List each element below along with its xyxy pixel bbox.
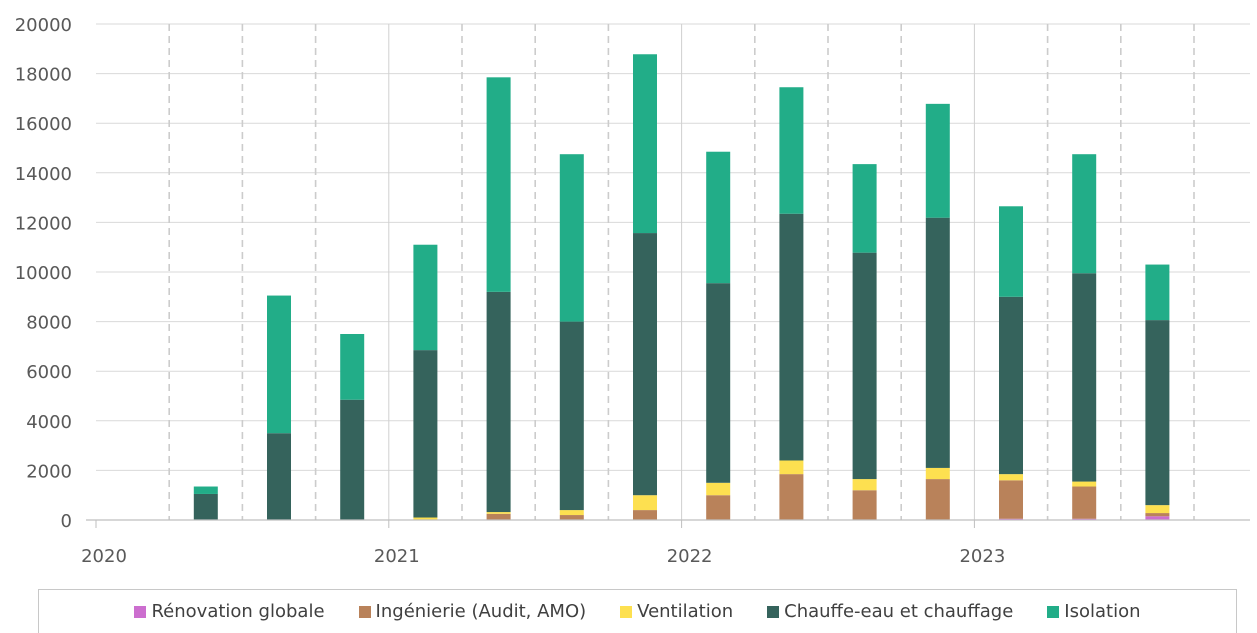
y-tick-label: 18000 [15,65,72,86]
bar-segment [413,517,438,520]
y-tick-label: 20000 [15,15,72,36]
y-tick-label: 8000 [26,313,72,334]
bar-segment [779,213,804,461]
legend-swatch [620,605,633,618]
y-tick-label: 0 [61,511,72,532]
legend-item: Isolation [1047,601,1141,622]
bar-segment [633,233,657,496]
bar-segment [267,295,291,434]
bar-segment [852,252,877,480]
bar-segment [1145,505,1170,514]
bar-segment [925,103,950,218]
legend-label: Ingénierie (Audit, AMO) [375,601,587,622]
bar-segment [779,460,804,475]
bar-segment [486,513,511,520]
bar-segment [340,334,365,400]
bar-segment [633,495,657,511]
bar-segment [999,296,1023,475]
chart-svg: 0 2000 4000 6000 8000 10000 12000 14000 16000 180… [15,15,1250,567]
legend: Rénovation globale Ingénierie (Audit, AMO… [38,589,1237,633]
bar-segment [925,467,950,480]
bar-segment [1072,154,1097,274]
legend-swatch [358,605,371,618]
x-tick-label: 2022 [667,546,713,567]
bar-segment [1072,481,1097,487]
bars [193,54,1170,520]
bar-segment [193,486,218,494]
bar-segment [999,206,1023,297]
bar-segment [779,87,804,214]
bar-segment [1072,486,1097,519]
legend-label: Isolation [1064,601,1141,622]
bar-segment [779,474,804,520]
bar-segment [1072,518,1097,520]
bar-segment [1072,273,1097,482]
bar-segment [559,154,584,322]
bar-segment [852,479,877,491]
bar-segment [925,217,950,468]
bar-segment [1145,264,1170,321]
legend-item: Ingénierie (Audit, AMO) [358,601,587,622]
y-tick-label: 14000 [15,164,72,185]
legend-swatch [767,605,780,618]
axes: 0 2000 4000 6000 8000 10000 12000 14000 16000 180… [15,15,1250,567]
bar-segment [486,512,511,514]
bar-segment [999,474,1023,481]
legend-item: Ventilation [620,601,733,622]
y-tick-label: 12000 [15,213,72,234]
bar-segment [193,493,218,520]
y-tick-label: 6000 [26,362,72,383]
grid [96,23,1250,520]
bar-segment [999,480,1023,519]
bar-segment [486,291,511,513]
legend-label: Chauffe-eau et chauffage [784,601,1014,622]
y-tick-label: 16000 [15,114,72,135]
y-tick-label: 4000 [26,412,72,433]
bar-segment [852,490,877,520]
bar-segment [1145,516,1170,520]
legend-item: Rénovation globale [134,601,325,622]
legend-item: Chauffe-eau et chauffage [767,601,1013,622]
bar-segment [486,77,511,292]
bar-segment [267,433,291,520]
bar-segment [559,321,584,511]
bar-segment [925,479,950,520]
bar-segment [633,510,657,520]
x-tick-label: 2023 [959,546,1005,567]
legend-swatch [1047,605,1060,618]
bar-segment [559,510,584,516]
bar-segment [633,54,657,234]
bar-segment [559,515,584,520]
legend-swatch [134,605,147,618]
y-tick-label: 2000 [26,461,72,482]
bar-segment [1145,320,1170,506]
legend-label: Rénovation globale [151,601,325,622]
bar-segment [413,244,438,351]
bar-segment [706,283,731,483]
bar-segment [999,518,1023,520]
y-tick-label: 10000 [15,263,72,284]
bar-segment [1145,513,1170,517]
x-tick-label: 2020 [81,546,127,567]
bar-segment [852,164,877,253]
bar-segment [706,151,731,284]
legend-label: Ventilation [637,601,734,622]
bar-segment [706,482,731,496]
bar-segment [706,495,731,520]
x-tick-label: 2021 [374,546,420,567]
bar-segment [413,350,438,518]
bar-segment [340,399,365,520]
